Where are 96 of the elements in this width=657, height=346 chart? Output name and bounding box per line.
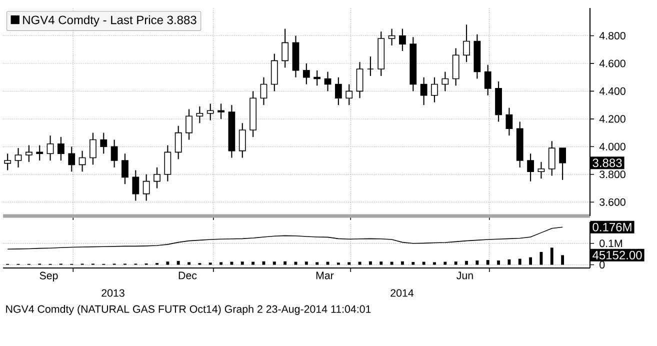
bar	[465, 260, 468, 265]
bar	[529, 257, 532, 265]
candlestick	[206, 103, 214, 121]
annotation: 3.883	[592, 158, 622, 168]
candlestick	[100, 132, 108, 154]
bar	[188, 262, 190, 265]
candlestick	[90, 132, 96, 166]
candlestick	[420, 76, 428, 106]
bar	[252, 262, 255, 265]
candlestick	[174, 125, 182, 160]
candlestick	[186, 108, 192, 140]
candlestick	[431, 76, 438, 103]
candlestick	[314, 70, 321, 86]
annotation: 0.176M	[592, 222, 632, 232]
candlestick	[346, 84, 353, 106]
bar	[444, 262, 447, 265]
bar	[166, 262, 170, 265]
bar	[540, 252, 543, 265]
y-tick-label: 4.200	[599, 115, 626, 123]
annotation: 45152.00	[592, 250, 642, 260]
bar	[230, 262, 234, 265]
candlestick	[78, 150, 86, 172]
legend-label: NGV4 Comdty - Last Price 3.883	[23, 15, 196, 27]
bar	[390, 262, 394, 265]
candlestick	[334, 76, 342, 106]
candlestick	[484, 64, 492, 96]
candlestick	[452, 48, 460, 86]
candlestick	[548, 140, 556, 176]
candlestick	[538, 161, 545, 180]
candlestick	[164, 144, 172, 182]
candlestick	[58, 136, 64, 162]
candlestick	[4, 153, 12, 171]
candlestick	[46, 135, 54, 162]
candlestick	[36, 144, 44, 162]
bar	[454, 262, 458, 265]
candlestick	[260, 76, 268, 106]
candlestick	[527, 153, 534, 182]
y-tick-label: 4.600	[599, 60, 626, 68]
candlestick	[218, 103, 224, 120]
bar	[412, 262, 415, 265]
x-tick-label: Mar	[316, 272, 334, 280]
bar	[401, 261, 404, 265]
y-tick-label: 3.800	[600, 170, 626, 178]
candlestick	[399, 28, 406, 52]
bar	[348, 262, 351, 265]
candlestick	[132, 170, 140, 202]
candlestick	[356, 62, 364, 99]
x-tick-label: Sep	[40, 272, 58, 282]
bar	[433, 262, 436, 265]
bar	[240, 262, 244, 265]
bar	[476, 260, 479, 265]
y-tick-label: 4.400	[599, 87, 626, 95]
bar	[497, 260, 500, 265]
y-tick-label: 3.600	[600, 198, 626, 206]
candlestick	[282, 28, 289, 68]
bar	[284, 261, 287, 265]
bar	[486, 260, 490, 265]
text: 2013	[102, 289, 124, 297]
x-tick-label: Dec	[178, 272, 197, 280]
bar	[561, 255, 564, 265]
y-tick-label: 4.800	[599, 32, 626, 40]
candlestick	[110, 139, 118, 168]
candlestick	[388, 28, 396, 46]
candlestick	[367, 56, 374, 76]
bar	[176, 260, 180, 265]
candlestick	[238, 122, 246, 158]
candlestick	[270, 53, 278, 92]
candlestick	[302, 62, 310, 85]
candlestick	[442, 71, 449, 92]
bar	[508, 259, 511, 265]
candlestick	[506, 107, 513, 136]
y-tick-label: 0.1M	[600, 240, 622, 248]
candlestick	[559, 148, 566, 180]
bar	[550, 248, 554, 265]
text: NGV4 Comdty (NATURAL GAS FUTR Oct14) Graph 2 23-Aug-2014 11:04:01	[6, 305, 371, 315]
bar	[272, 262, 276, 265]
candlestick	[154, 166, 160, 189]
candlestick	[463, 24, 470, 63]
x-tick-label: Jun	[456, 272, 473, 280]
bar	[220, 262, 222, 265]
candlestick	[25, 144, 32, 162]
bar	[422, 262, 426, 265]
text: 2014	[390, 289, 414, 297]
candlestick	[142, 174, 150, 202]
candlestick	[122, 153, 128, 185]
bar	[304, 262, 308, 265]
bar	[518, 258, 522, 265]
y-tick-label: 0	[600, 261, 605, 269]
bar	[368, 261, 372, 265]
y-tick-label: 4.000	[599, 142, 626, 150]
bar	[380, 262, 383, 265]
candlestick	[68, 146, 76, 172]
candlestick	[14, 148, 22, 168]
candlestick	[324, 71, 332, 92]
bar	[316, 262, 319, 265]
candlestick	[196, 106, 204, 124]
